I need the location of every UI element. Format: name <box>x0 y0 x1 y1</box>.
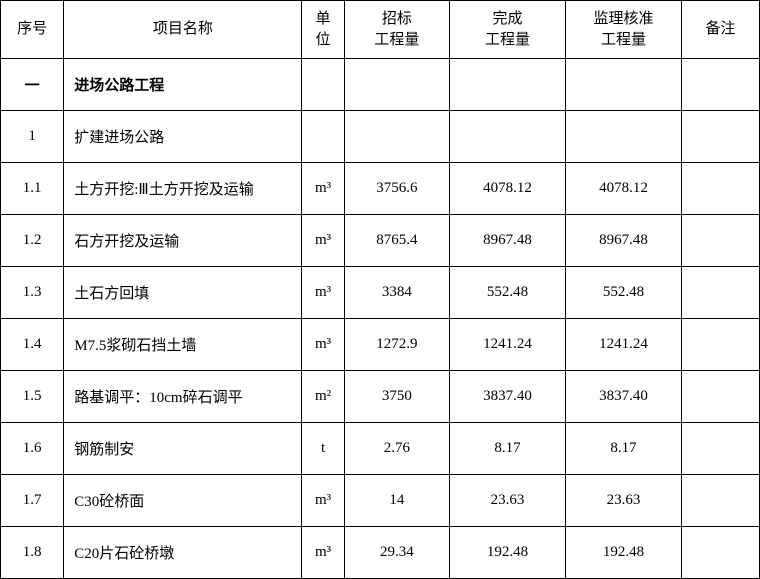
cell-unit: m³ <box>302 215 344 267</box>
cell-note <box>681 475 759 527</box>
cell-done: 192.48 <box>450 527 566 579</box>
cell-approved: 552.48 <box>566 267 682 319</box>
cell-name: 土石方回填 <box>64 267 302 319</box>
header-done: 完成工程量 <box>450 1 566 59</box>
cell-name: 扩建进场公路 <box>64 111 302 163</box>
header-approved: 监理核准工程量 <box>566 1 682 59</box>
header-unit-line2: 位 <box>316 32 331 48</box>
cell-approved: 3837.40 <box>566 371 682 423</box>
cell-unit: m² <box>302 371 344 423</box>
header-bid-line1: 招标 <box>382 11 412 27</box>
cell-done: 23.63 <box>450 475 566 527</box>
cell-approved: 23.63 <box>566 475 682 527</box>
cell-unit: m³ <box>302 163 344 215</box>
cell-seq: 1.2 <box>1 215 64 267</box>
cell-bid: 3756.6 <box>344 163 449 215</box>
cell-done: 8.17 <box>450 423 566 475</box>
cell-approved <box>566 59 682 111</box>
cell-note <box>681 59 759 111</box>
cell-done: 552.48 <box>450 267 566 319</box>
cell-done <box>450 59 566 111</box>
cell-approved: 8.17 <box>566 423 682 475</box>
header-unit: 单位 <box>302 1 344 59</box>
cell-note <box>681 527 759 579</box>
header-unit-line1: 单 <box>316 11 331 27</box>
cell-seq: 1.1 <box>1 163 64 215</box>
header-bid-line2: 工程量 <box>374 32 419 48</box>
cell-note <box>681 371 759 423</box>
cell-bid: 3384 <box>344 267 449 319</box>
cell-name: 钢筋制安 <box>64 423 302 475</box>
header-approved-line2: 工程量 <box>601 32 646 48</box>
header-approved-line1: 监理核准 <box>593 11 653 27</box>
cell-seq: 一 <box>1 59 64 111</box>
table-row: 1.4 M7.5浆砌石挡土墙 m³ 1272.9 1241.24 1241.24 <box>1 319 760 371</box>
table-row: 1.1 土方开挖:Ⅲ土方开挖及运输 m³ 3756.6 4078.12 4078… <box>1 163 760 215</box>
cell-note <box>681 319 759 371</box>
table-row: 1.6 钢筋制安 t 2.76 8.17 8.17 <box>1 423 760 475</box>
cell-bid: 2.76 <box>344 423 449 475</box>
cell-name: C20片石砼桥墩 <box>64 527 302 579</box>
cell-name: 路基调平：10cm碎石调平 <box>64 371 302 423</box>
cell-done: 4078.12 <box>450 163 566 215</box>
cell-seq: 1.3 <box>1 267 64 319</box>
cell-bid: 14 <box>344 475 449 527</box>
table-header: 序号 项目名称 单位 招标工程量 完成工程量 监理核准工程量 备注 <box>1 1 760 59</box>
table-body: 一 进场公路工程 1 扩建进场公路 1.1 土方开挖:Ⅲ土方开挖及运输 m³ 3… <box>1 59 760 579</box>
cell-seq: 1 <box>1 111 64 163</box>
header-name: 项目名称 <box>64 1 302 59</box>
cell-unit: t <box>302 423 344 475</box>
cell-note <box>681 215 759 267</box>
cell-name: 进场公路工程 <box>64 59 302 111</box>
cell-unit <box>302 59 344 111</box>
cell-seq: 1.6 <box>1 423 64 475</box>
cell-seq: 1.5 <box>1 371 64 423</box>
cell-note <box>681 423 759 475</box>
cell-bid: 1272.9 <box>344 319 449 371</box>
cell-name: 土方开挖:Ⅲ土方开挖及运输 <box>64 163 302 215</box>
cell-done: 3837.40 <box>450 371 566 423</box>
table-row: 1.8 C20片石砼桥墩 m³ 29.34 192.48 192.48 <box>1 527 760 579</box>
cell-name: C30砼桥面 <box>64 475 302 527</box>
cell-approved <box>566 111 682 163</box>
cell-approved: 1241.24 <box>566 319 682 371</box>
cell-bid: 29.34 <box>344 527 449 579</box>
cell-done: 1241.24 <box>450 319 566 371</box>
cell-name: M7.5浆砌石挡土墙 <box>64 319 302 371</box>
cell-approved: 192.48 <box>566 527 682 579</box>
header-seq: 序号 <box>1 1 64 59</box>
cell-bid <box>344 59 449 111</box>
cell-bid: 3750 <box>344 371 449 423</box>
cell-bid <box>344 111 449 163</box>
cell-note <box>681 267 759 319</box>
table-row: 1.7 C30砼桥面 m³ 14 23.63 23.63 <box>1 475 760 527</box>
table-row: 1.2 石方开挖及运输 m³ 8765.4 8967.48 8967.48 <box>1 215 760 267</box>
cell-unit: m³ <box>302 475 344 527</box>
cell-seq: 1.8 <box>1 527 64 579</box>
cell-name: 石方开挖及运输 <box>64 215 302 267</box>
cell-done <box>450 111 566 163</box>
cell-note <box>681 163 759 215</box>
cell-unit: m³ <box>302 527 344 579</box>
table-row: 1 扩建进场公路 <box>1 111 760 163</box>
cell-approved: 8967.48 <box>566 215 682 267</box>
header-done-line2: 工程量 <box>485 32 530 48</box>
cell-unit: m³ <box>302 267 344 319</box>
cell-note <box>681 111 759 163</box>
cell-seq: 1.7 <box>1 475 64 527</box>
engineering-quantity-table: 序号 项目名称 单位 招标工程量 完成工程量 监理核准工程量 备注 一 进场公路… <box>0 0 760 579</box>
cell-seq: 1.4 <box>1 319 64 371</box>
table-row: 1.5 路基调平：10cm碎石调平 m² 3750 3837.40 3837.4… <box>1 371 760 423</box>
cell-bid: 8765.4 <box>344 215 449 267</box>
header-note: 备注 <box>681 1 759 59</box>
cell-unit: m³ <box>302 319 344 371</box>
header-row: 序号 项目名称 单位 招标工程量 完成工程量 监理核准工程量 备注 <box>1 1 760 59</box>
header-bid: 招标工程量 <box>344 1 449 59</box>
cell-approved: 4078.12 <box>566 163 682 215</box>
table-row: 1.3 土石方回填 m³ 3384 552.48 552.48 <box>1 267 760 319</box>
table-row: 一 进场公路工程 <box>1 59 760 111</box>
cell-unit <box>302 111 344 163</box>
cell-done: 8967.48 <box>450 215 566 267</box>
header-done-line1: 完成 <box>493 11 523 27</box>
